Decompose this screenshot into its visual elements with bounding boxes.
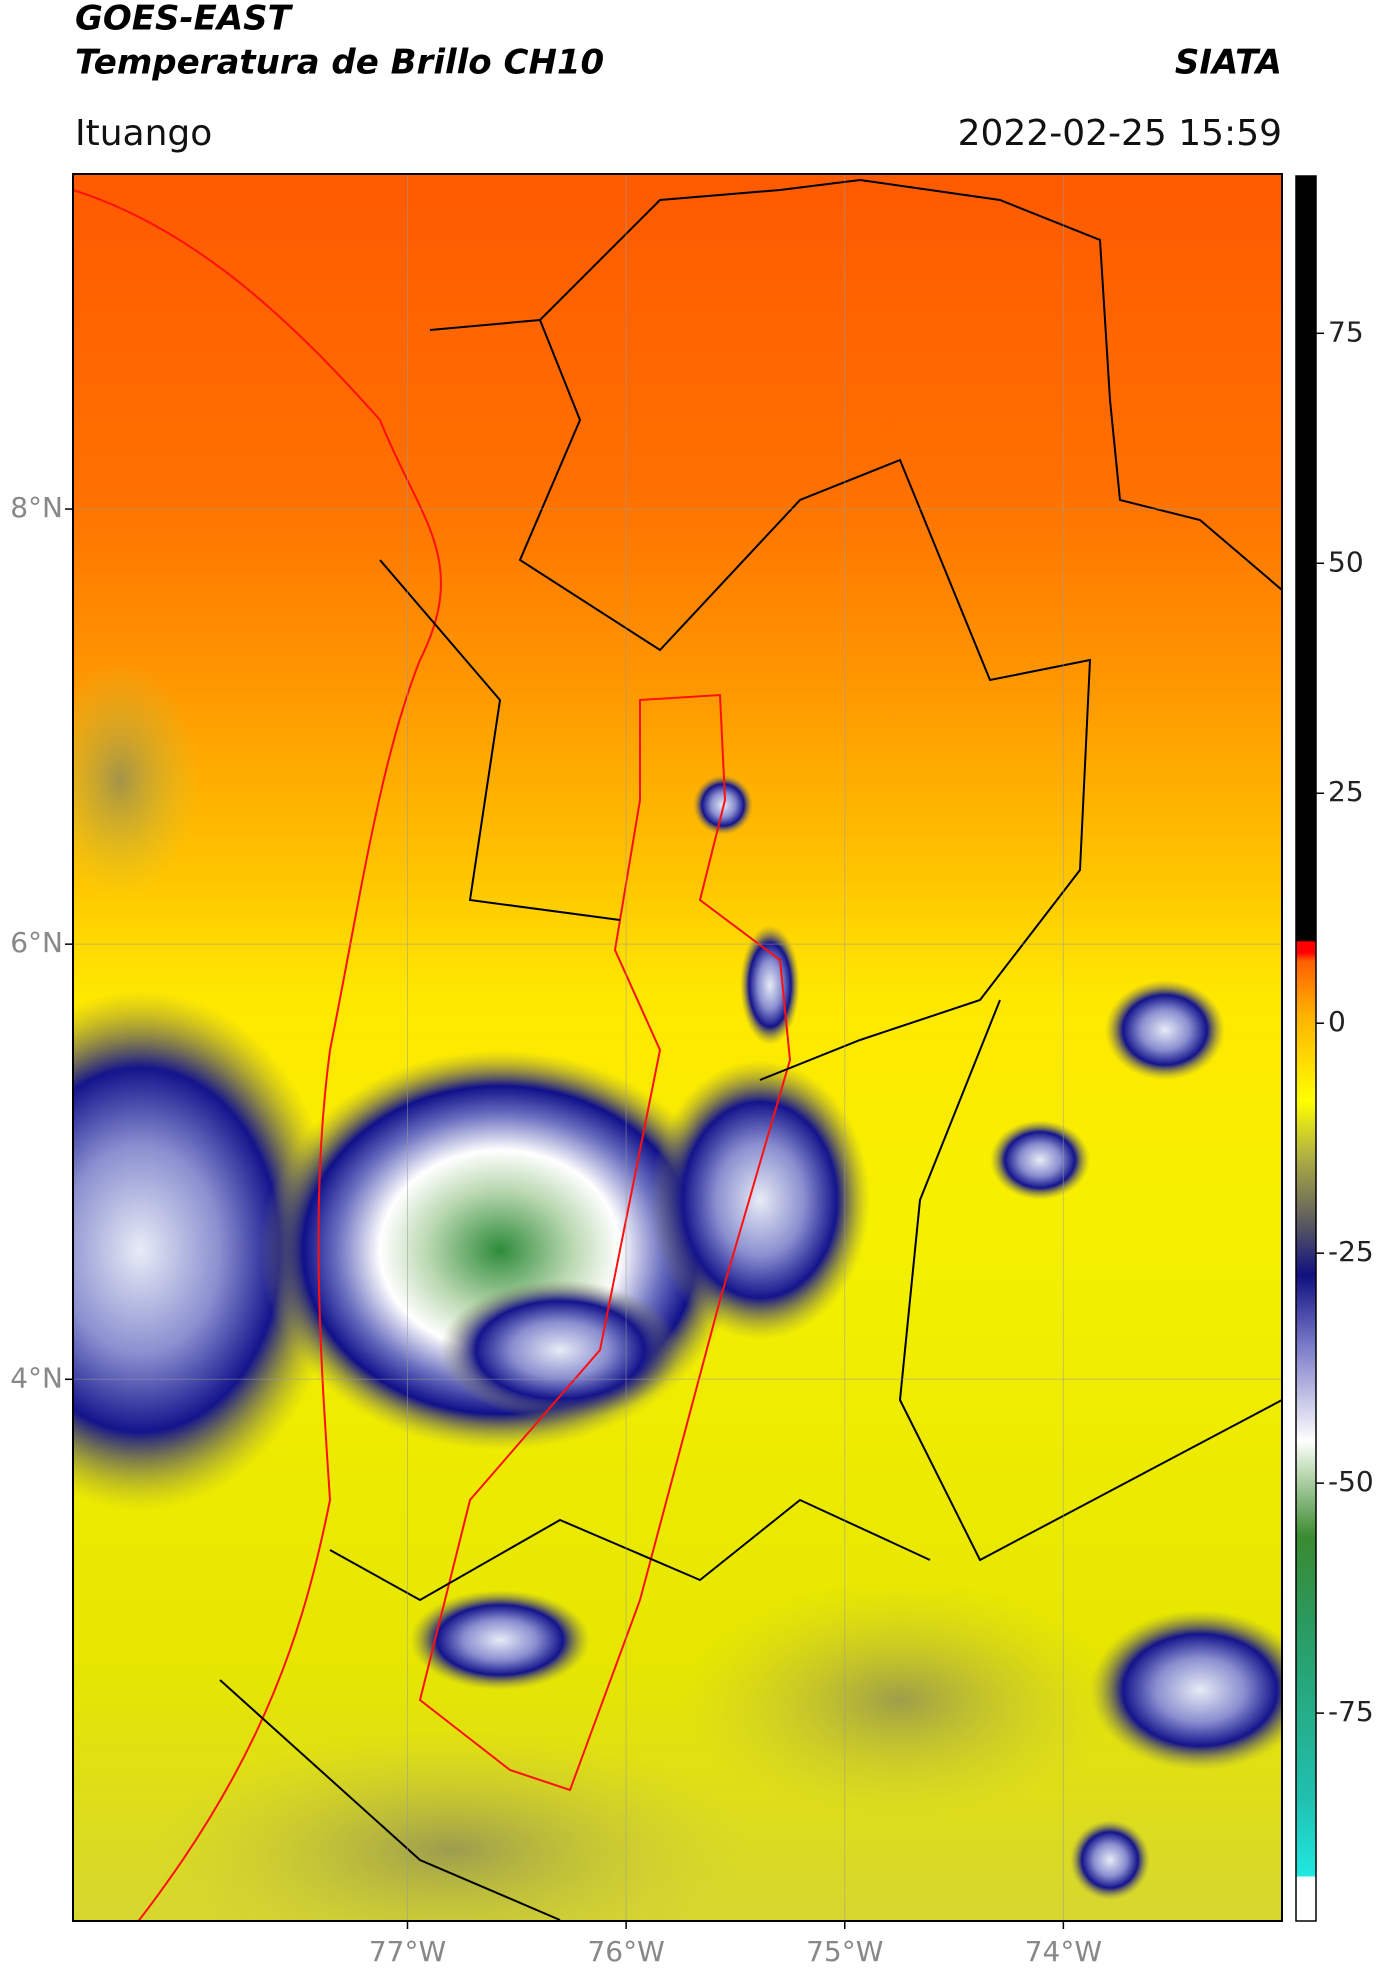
cloud: [440, 1280, 680, 1420]
cloud: [410, 1590, 590, 1690]
subtitle: Temperatura de Brillo CH10: [75, 43, 604, 83]
y-tick-label: 4°N: [10, 1361, 63, 1394]
colorbar-tick-label: 75: [1328, 315, 1364, 348]
title: GOES-EAST: [75, 0, 294, 39]
graticule: [73, 174, 1282, 1921]
colorbar-tick-label: -50: [1328, 1465, 1374, 1498]
colorbar: [1295, 175, 1317, 1922]
colorbar-tick-label: 25: [1328, 775, 1364, 808]
colorbar-tick-label: -25: [1328, 1235, 1374, 1268]
x-tick-label: 74°W: [1025, 1935, 1102, 1968]
cloud: [73, 990, 340, 1510]
agency: SIATA: [1175, 43, 1282, 83]
x-tick-label: 75°W: [806, 1935, 883, 1968]
datetime: 2022-02-25 15:59: [958, 113, 1282, 154]
cloud: [1090, 1610, 1282, 1770]
y-tick-label: 8°N: [10, 491, 63, 524]
map-background: [73, 174, 1282, 1921]
coastline: [73, 189, 442, 1921]
location: Ituango: [75, 113, 212, 154]
haze: [150, 1730, 750, 1921]
x-tick-label: 76°W: [587, 1935, 664, 1968]
cloud: [650, 1060, 870, 1340]
colorbar-tick-label: -75: [1328, 1695, 1374, 1728]
colorbar-tick-label: 0: [1328, 1005, 1346, 1038]
cloud: [740, 925, 800, 1045]
cloud: [1070, 1820, 1150, 1900]
haze: [73, 660, 200, 900]
cloud: [990, 1120, 1090, 1200]
y-tick-label: 6°N: [10, 926, 63, 959]
map-frame: [72, 173, 1283, 1922]
haze: [680, 1580, 1120, 1820]
region-boundary: [418, 693, 792, 1792]
colorbar-tick-label: 50: [1328, 545, 1364, 578]
cloud: [1105, 980, 1225, 1080]
admin-borders: [219, 178, 1282, 1921]
x-tick-label: 77°W: [369, 1935, 446, 1968]
map-image: [73, 174, 1282, 1921]
